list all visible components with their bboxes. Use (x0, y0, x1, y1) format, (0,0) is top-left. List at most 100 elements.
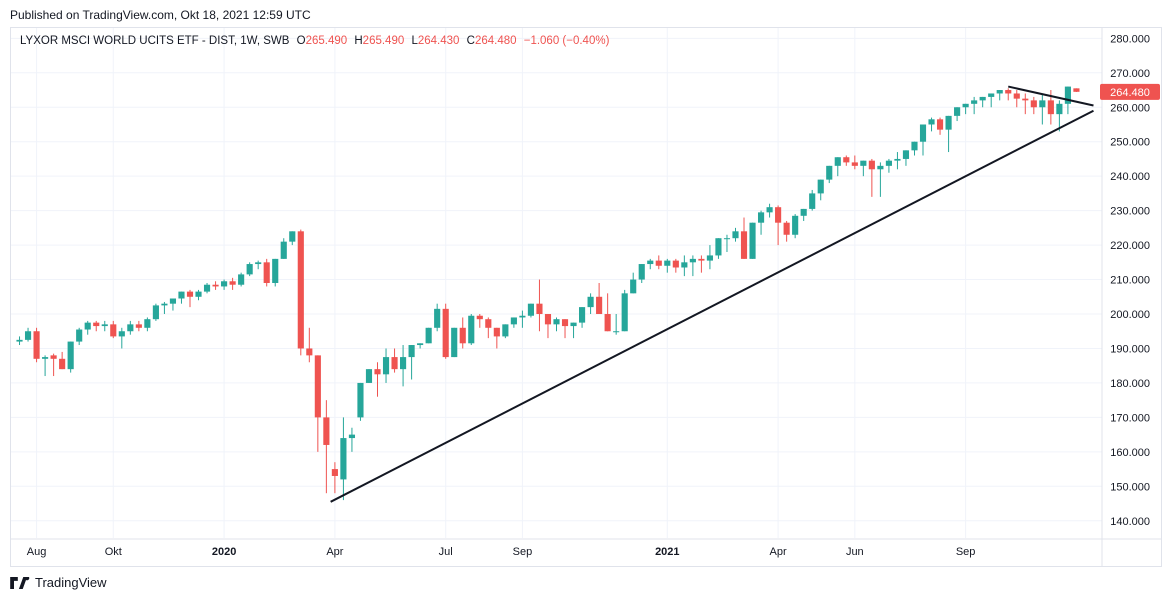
legend-open-value: 265.490 (305, 35, 348, 47)
candle-body (118, 331, 125, 337)
chart-legend: LYXOR MSCI WORLD UCITS ETF - DIST, 1W, S… (20, 35, 609, 47)
chart-frame (10, 27, 1162, 567)
tradingview-logo-icon (10, 576, 30, 589)
candle-body (348, 434, 356, 439)
price-tick-label: 210.000 (1110, 275, 1150, 287)
candle-body (757, 212, 765, 223)
candle-body (382, 357, 390, 375)
candle-body (519, 315, 526, 318)
candle-body (936, 119, 944, 130)
price-tick-label: 260.000 (1110, 102, 1150, 114)
price-tick-label: 170.000 (1110, 412, 1150, 424)
candle-body (544, 314, 552, 325)
tradingview-logo[interactable]: TradingView (10, 575, 107, 590)
legend-low-label: L (411, 35, 418, 47)
candle-body (971, 100, 978, 104)
candle-body (510, 317, 517, 325)
candle-body (570, 322, 577, 327)
time-tick-label: Sep (513, 546, 533, 558)
candle-body (894, 158, 901, 161)
candle-body (485, 319, 492, 328)
candle-body (1047, 100, 1054, 115)
candle-body (664, 260, 671, 266)
candle-body (885, 160, 892, 166)
candle-body (161, 303, 168, 306)
candle-body (1064, 86, 1071, 104)
candle-body (331, 469, 338, 476)
candle-body (127, 324, 134, 332)
candle-body (59, 358, 66, 370)
candle-body (1073, 88, 1080, 92)
candle-body (417, 343, 424, 346)
legend-high-label: H (354, 35, 363, 47)
candle-body (613, 331, 620, 333)
legend-low-value: 264.430 (417, 35, 460, 47)
candle-body (365, 369, 373, 383)
candle-body (306, 348, 313, 356)
candle-body (323, 417, 330, 445)
candle-body (1056, 103, 1063, 115)
price-tick-label: 250.000 (1110, 137, 1150, 149)
published-note: Published on TradingView.com, Okt 18, 20… (10, 8, 311, 22)
candle-body (732, 231, 739, 239)
candle-body (954, 107, 961, 116)
candle-body (152, 305, 159, 320)
candle-body (817, 179, 824, 194)
candle-body (1030, 100, 1037, 108)
candle-body (868, 160, 875, 170)
candle-body (834, 157, 841, 166)
candle-body (476, 315, 483, 320)
candle-body (425, 327, 432, 344)
candle-body (84, 322, 91, 330)
candle-body (110, 324, 117, 337)
candle-body (42, 357, 49, 359)
price-tick-label: 140.000 (1110, 516, 1150, 528)
legend-high-value: 265.490 (362, 35, 405, 47)
candle-body (24, 331, 32, 340)
candle-body (647, 260, 654, 265)
price-tick-label: 180.000 (1110, 378, 1150, 390)
price-tick-label: 190.000 (1110, 343, 1150, 355)
candle-body (579, 307, 586, 323)
legend-change: −1.060 (−0.40%) (523, 35, 610, 47)
time-tick-label: Sep (956, 546, 976, 558)
candle-body (698, 258, 705, 261)
candle-body (740, 231, 748, 259)
candle-body (553, 319, 560, 325)
candle-body (1022, 98, 1029, 101)
candle-body (178, 291, 185, 299)
legend-symbol: LYXOR MSCI WORLD UCITS ETF - DIST, 1W, S… (20, 35, 290, 47)
candle-body (289, 231, 296, 242)
candle-body (442, 308, 449, 358)
time-tick-label: Aug (27, 546, 47, 558)
legend-open-label: O (296, 35, 306, 47)
candle-body (144, 319, 151, 328)
candle-body (621, 293, 628, 332)
trendlines (330, 85, 1094, 503)
candle-body (374, 369, 381, 375)
candle-body (434, 308, 441, 328)
trendline-support (330, 109, 1094, 503)
time-tick-label: 2021 (655, 546, 679, 558)
candle-body (604, 314, 611, 332)
candle-body (33, 331, 40, 359)
candle-body (979, 96, 986, 101)
candle-body (400, 357, 407, 370)
candle-body (263, 262, 270, 283)
candle-body (195, 291, 202, 297)
brand-name: TradingView (35, 575, 107, 590)
candle-body (203, 284, 211, 292)
time-tick-label: Jun (846, 546, 864, 558)
candle-body (860, 160, 867, 166)
candle-body (706, 255, 713, 261)
candle-body (50, 355, 57, 359)
candle-body (792, 215, 799, 235)
candle-body (1039, 100, 1046, 108)
candle-body (238, 274, 245, 285)
candle-body (135, 324, 142, 328)
price-tick-label: 240.000 (1110, 171, 1150, 183)
trendline-resistance (1008, 85, 1094, 107)
candle-body (391, 357, 398, 370)
candle-body (451, 327, 458, 358)
